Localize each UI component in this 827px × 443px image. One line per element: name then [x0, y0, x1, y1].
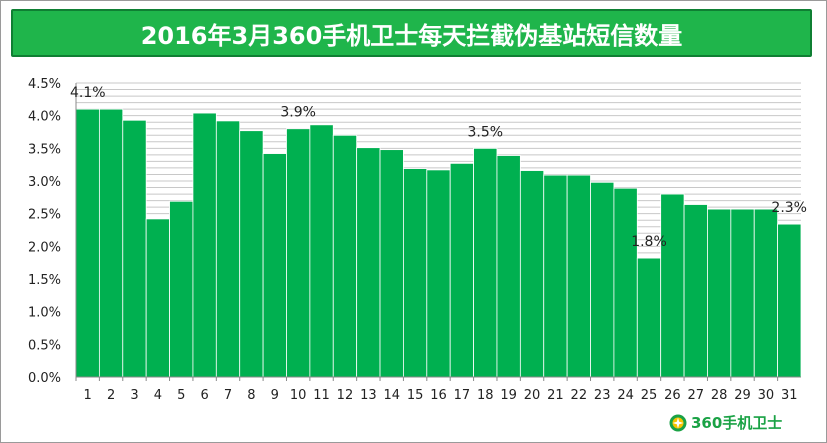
bar: [636, 257, 662, 378]
x-tick-label: 1: [84, 388, 92, 403]
bar: [145, 218, 170, 378]
x-tick-label: 16: [430, 388, 447, 403]
data-label: 3.5%: [467, 124, 503, 140]
bar: [777, 223, 802, 378]
data-label: 3.9%: [280, 105, 316, 121]
chart-title: 2016年3月360手机卫士每天拦截伪基站短信数量: [140, 21, 683, 50]
x-tick-label: 5: [177, 388, 185, 403]
bar: [753, 208, 779, 378]
x-tick-label: 13: [360, 388, 377, 403]
x-tick-label: 17: [454, 388, 471, 403]
bar: [496, 155, 521, 378]
x-tick-label: 24: [617, 388, 634, 403]
data-labels: 4.1% 3.9% 3.5% 1.8% 2.3%: [70, 85, 807, 250]
bar: [286, 128, 311, 378]
x-tick-label: 2: [107, 388, 115, 403]
x-tick-label: 26: [664, 388, 681, 403]
x-tick-label: 15: [407, 388, 424, 403]
x-tick-label: 23: [594, 388, 611, 403]
bars: [75, 108, 802, 378]
bar: [309, 124, 334, 378]
logo-text: 360手机卫士: [691, 414, 783, 432]
bar: [730, 208, 755, 378]
x-tick-label: 6: [200, 388, 208, 403]
bar: [122, 119, 147, 378]
x-tick-label: 12: [337, 388, 354, 403]
x-tick-label: 14: [383, 388, 400, 403]
x-tick-label: 7: [224, 388, 232, 403]
x-tick-label: 21: [547, 388, 564, 403]
bar: [75, 108, 100, 378]
x-tick-label: 3: [130, 388, 138, 403]
y-tick-label: 2.0%: [28, 240, 61, 255]
y-tick-label: 4.0%: [28, 110, 61, 125]
bar: [403, 168, 428, 378]
data-label: 1.8%: [631, 234, 667, 250]
x-tick-label: 8: [247, 388, 255, 403]
x-tick-label: 30: [758, 388, 775, 403]
bar: [519, 170, 545, 378]
x-tick-label: 28: [711, 388, 728, 403]
bar: [262, 153, 287, 378]
x-tick-label: 31: [781, 388, 798, 403]
y-tick-label: 1.5%: [28, 273, 61, 288]
x-tick-label: 22: [571, 388, 588, 403]
x-tick-label: 25: [641, 388, 658, 403]
bar: [707, 208, 732, 378]
bar: [356, 147, 381, 378]
bar: [683, 204, 708, 378]
brand-logo: 360手机卫士: [669, 412, 782, 433]
y-tick-label: 1.0%: [28, 306, 61, 321]
y-tick-label: 0.0%: [28, 371, 61, 386]
y-tick-label: 3.5%: [28, 142, 61, 157]
bar: [449, 162, 474, 378]
x-tick-label: 11: [313, 388, 330, 403]
y-tick-label: 2.5%: [28, 208, 61, 223]
bar: [590, 181, 615, 378]
bar: [543, 174, 568, 378]
x-tick-label: 27: [687, 388, 704, 403]
y-tick-label: 0.5%: [28, 338, 61, 353]
y-tick-label: 4.5%: [28, 77, 61, 92]
bar: [215, 120, 241, 378]
x-tick-label: 29: [734, 388, 751, 403]
bar: [98, 108, 124, 378]
bar: [379, 149, 404, 378]
x-tick-label: 18: [477, 388, 494, 403]
bar: [613, 187, 638, 378]
bar: [192, 112, 217, 378]
x-tick-label: 20: [524, 388, 541, 403]
bar: [426, 169, 451, 378]
x-tick-label: 9: [271, 388, 279, 403]
x-tick-label: 19: [500, 388, 517, 403]
axes: 0.0% 0.5% 1.0% 1.5% 2.0% 2.5% 3.0% 3.5% 4.0% 4.5%…: [28, 77, 801, 403]
bar: [332, 134, 358, 378]
bar: [660, 193, 685, 378]
bar: [239, 130, 264, 378]
data-label: 2.3%: [771, 200, 807, 216]
bar: [169, 200, 194, 378]
bar: [566, 174, 591, 378]
x-tick-label: 4: [154, 388, 162, 403]
title-banner: 2016年3月360手机卫士每天拦截伪基站短信数量: [11, 9, 812, 57]
360-guard-logo-icon: [669, 414, 687, 431]
x-tick-label: 10: [290, 388, 307, 403]
bar: [473, 147, 498, 378]
y-tick-label: 3.0%: [28, 175, 61, 190]
data-label: 4.1%: [70, 85, 106, 101]
